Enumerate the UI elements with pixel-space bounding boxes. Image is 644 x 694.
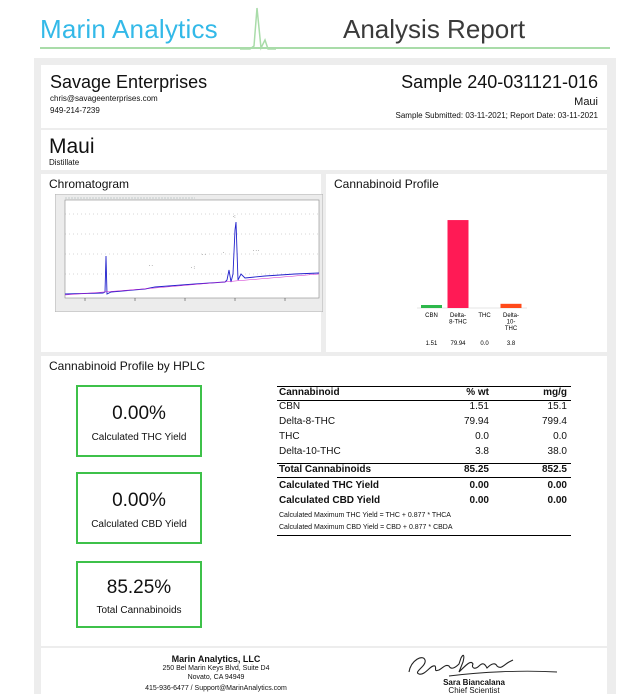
col-header-mgg: mg/g [543,387,567,398]
thc-yield-value: 0.00% [112,403,166,424]
total-name: Total Cannabinoids [279,464,372,475]
client-info-card: Savage Enterprises chris@savageenterpris… [41,65,607,128]
signer-name: Sara Biancalana [443,678,505,687]
svg-text:· · ·: · · · [253,248,259,253]
cell-name: Delta-10-THC [279,446,341,457]
chart-category-label: 8-THC [449,320,467,326]
chart-value-label: 3.8 [507,341,516,347]
pulse-line-icon [240,7,276,51]
total-cannabinoids-value: 85.25% [106,577,172,598]
chart-value-label: 79.94 [450,341,466,347]
yield-mgg: 0.00 [547,495,567,506]
svg-text:· ·: · · [202,252,206,257]
cbd-yield-label: Calculated CBD Yield [91,519,187,530]
lab-name: Marin Analytics, LLC [171,654,261,664]
chromatogram-card: Chromatogram · · · : · · · ·: · · · [41,174,323,352]
yield-name: Calculated THC Yield [279,480,380,491]
cell-name: CBN [279,401,301,412]
cell-mgg: 38.0 [547,446,567,457]
cbd-yield-value: 0.00% [112,490,166,511]
table-header-row: Cannabinoid % wt mg/g [277,386,571,401]
cell-name: THC [279,431,300,442]
client-email: chris@savageenterprises.com [50,94,158,103]
report-footer: Marin Analytics, LLC 250 Bel Marin Keys … [41,648,607,694]
hplc-card: Cannabinoid Profile by HPLC 0.00% Calcul… [41,356,607,646]
total-percent: 85.25 [463,464,489,475]
chart-category-label: Delta- [503,313,519,319]
chromatogram-label: Chromatogram [49,177,130,191]
col-header-cannabinoid: Cannabinoid [279,387,340,398]
signer-title: Chief Scientist [448,686,500,694]
chromatogram-image: · · · : · · · ·: · · · [55,194,323,312]
cell-mgg: 799.4 [541,416,567,427]
cbd-formula: Calculated Maximum CBD Yield = CBD + 0.8… [279,524,453,531]
table-row: Delta-10-THC 3.8 38.0 [277,446,571,461]
brand-logo-text: Marin Analytics [40,14,218,44]
report-title: Analysis Report [343,14,526,44]
client-name: Savage Enterprises [50,72,208,92]
chart-category-label: CBN [425,313,438,319]
svg-text:· :: · : [191,265,195,270]
profile-label: Cannabinoid Profile [334,177,439,191]
thc-formula: Calculated Maximum THC Yield = THC + 0.8… [279,512,451,519]
sample-id: Sample 240-031121-016 [401,72,598,92]
table-row: Delta-8-THC 79.94 799.4 [277,416,571,431]
cell-percent: 1.51 [469,401,489,412]
lab-contact: 415-936-6477 / Support@MarinAnalytics.co… [145,685,287,692]
chart-category-label: THC [505,326,518,332]
cell-percent: 3.8 [475,446,489,457]
cannabinoid-bar-chart: CBN1.51Delta-8-THC79.94THC0.0Delta-10-TH… [417,220,527,347]
svg-text:· ·: · · [149,263,153,268]
cbd-yield-box: 0.00% Calculated CBD Yield [76,472,202,544]
cell-percent: 79.94 [463,416,489,427]
svg-text:·: · [223,250,224,255]
hplc-title: Cannabinoid Profile by HPLC [49,359,206,373]
table-total-row: Total Cannabinoids 85.25 852.5 [277,463,571,478]
yield-name: Calculated CBD Yield [279,495,381,506]
thc-yield-label: Calculated THC Yield [91,432,187,443]
thc-yield-row: Calculated THC Yield 0.00 0.00 [277,480,571,495]
chart-category-label: THC [478,313,491,319]
client-phone: 949-214-7239 [50,106,100,115]
header-divider [40,47,610,49]
sample-strain: Maui [574,96,598,108]
cell-percent: 0.0 [475,431,489,442]
lab-address-line2: Novato, CA 94949 [187,674,245,681]
signature-icon [408,654,558,677]
svg-text:·:: ·: [233,214,236,219]
cbd-yield-row: Calculated CBD Yield 0.00 0.00 [277,495,571,510]
chart-category-label: 10- [507,320,516,326]
cell-name: Delta-8-THC [279,416,336,427]
product-type: Distillate [49,158,80,167]
chart-category-label: Delta- [450,313,466,319]
results-table: Cannabinoid % wt mg/g CBN 1.51 15.1 Delt… [277,386,571,536]
cell-mgg: 0.0 [553,431,567,442]
total-cannabinoids-box: 85.25% Total Cannabinoids [76,561,202,628]
report-header: Marin Analytics Analysis Report [0,0,644,62]
table-row: THC 0.0 0.0 [277,431,571,446]
total-mgg: 852.5 [541,464,567,475]
total-cannabinoids-label: Total Cannabinoids [96,605,182,616]
lab-address-line1: 250 Bel Marin Keys Blvd, Suite D4 [162,665,270,672]
table-row: CBN 1.51 15.1 [277,401,571,416]
chart-bar [447,220,469,308]
product-name: Maui [49,135,95,158]
formula-note: Calculated Maximum CBD Yield = CBD + 0.8… [277,524,571,536]
sample-dates: Sample Submitted: 03-11-2021; Report Dat… [395,111,599,120]
chart-bar [500,303,522,308]
cannabinoid-profile-card: Cannabinoid Profile CBN 1.51 Delta- 8-THC 79… [326,174,607,352]
formula-note: Calculated Maximum THC Yield = THC + 0.8… [277,512,571,524]
yield-percent: 0.00 [469,495,489,506]
thc-yield-box: 0.00% Calculated THC Yield [76,385,202,457]
chart-value-label: 1.51 [426,341,438,347]
chart-bar [421,305,442,308]
cell-mgg: 15.1 [547,401,567,412]
chart-value-label: 0.0 [480,341,489,347]
yield-percent: 0.00 [469,480,489,491]
col-header-percent: % wt [466,387,489,398]
yield-mgg: 0.00 [547,480,567,491]
product-card: Maui Distillate [41,130,607,170]
